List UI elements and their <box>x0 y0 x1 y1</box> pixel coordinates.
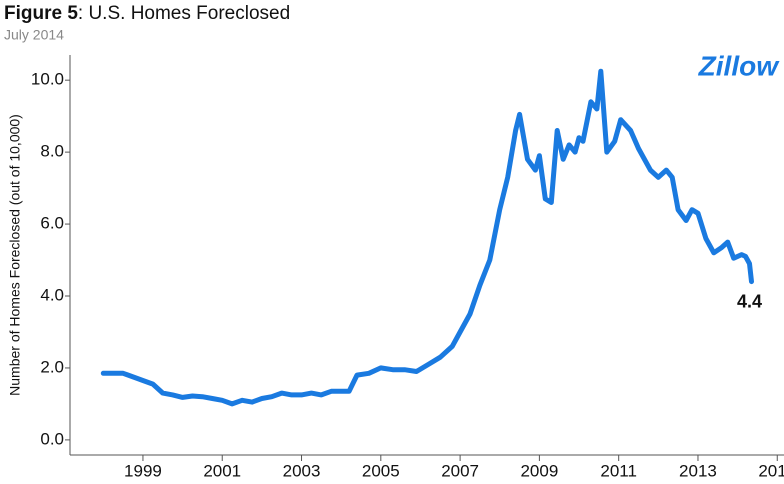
x-tick-label: 2009 <box>520 461 558 480</box>
x-tick-label: 2007 <box>441 461 479 480</box>
y-tick-label: 10.0 <box>31 70 64 89</box>
x-tick-label: 2015 <box>758 461 784 480</box>
x-tick-label: 2005 <box>362 461 400 480</box>
x-tick-label: 2011 <box>600 461 637 480</box>
y-tick-label: 2.0 <box>40 357 64 376</box>
x-tick-label: 1999 <box>124 461 162 480</box>
y-tick-label: 8.0 <box>40 142 64 161</box>
y-tick-label: 4.0 <box>40 285 64 304</box>
title-prefix: Figure 5 <box>4 3 78 24</box>
y-tick-label: 6.0 <box>40 214 64 233</box>
series-line <box>100 68 754 407</box>
y-tick-label: 0.0 <box>40 429 64 448</box>
x-tick-label: 2013 <box>679 461 717 480</box>
x-tick-label: 2001 <box>203 461 241 480</box>
title-text: : U.S. Homes Foreclosed <box>78 3 290 24</box>
subtitle: July 2014 <box>4 27 64 43</box>
y-axis-label: Number of Homes Foreclosed (out of 10,00… <box>7 114 23 396</box>
chart-title: Figure 5: U.S. Homes Foreclosed <box>4 3 290 24</box>
x-tick-label: 2003 <box>283 461 321 480</box>
annotation: 4.4 <box>737 291 762 311</box>
logo: Zillow <box>698 50 781 81</box>
